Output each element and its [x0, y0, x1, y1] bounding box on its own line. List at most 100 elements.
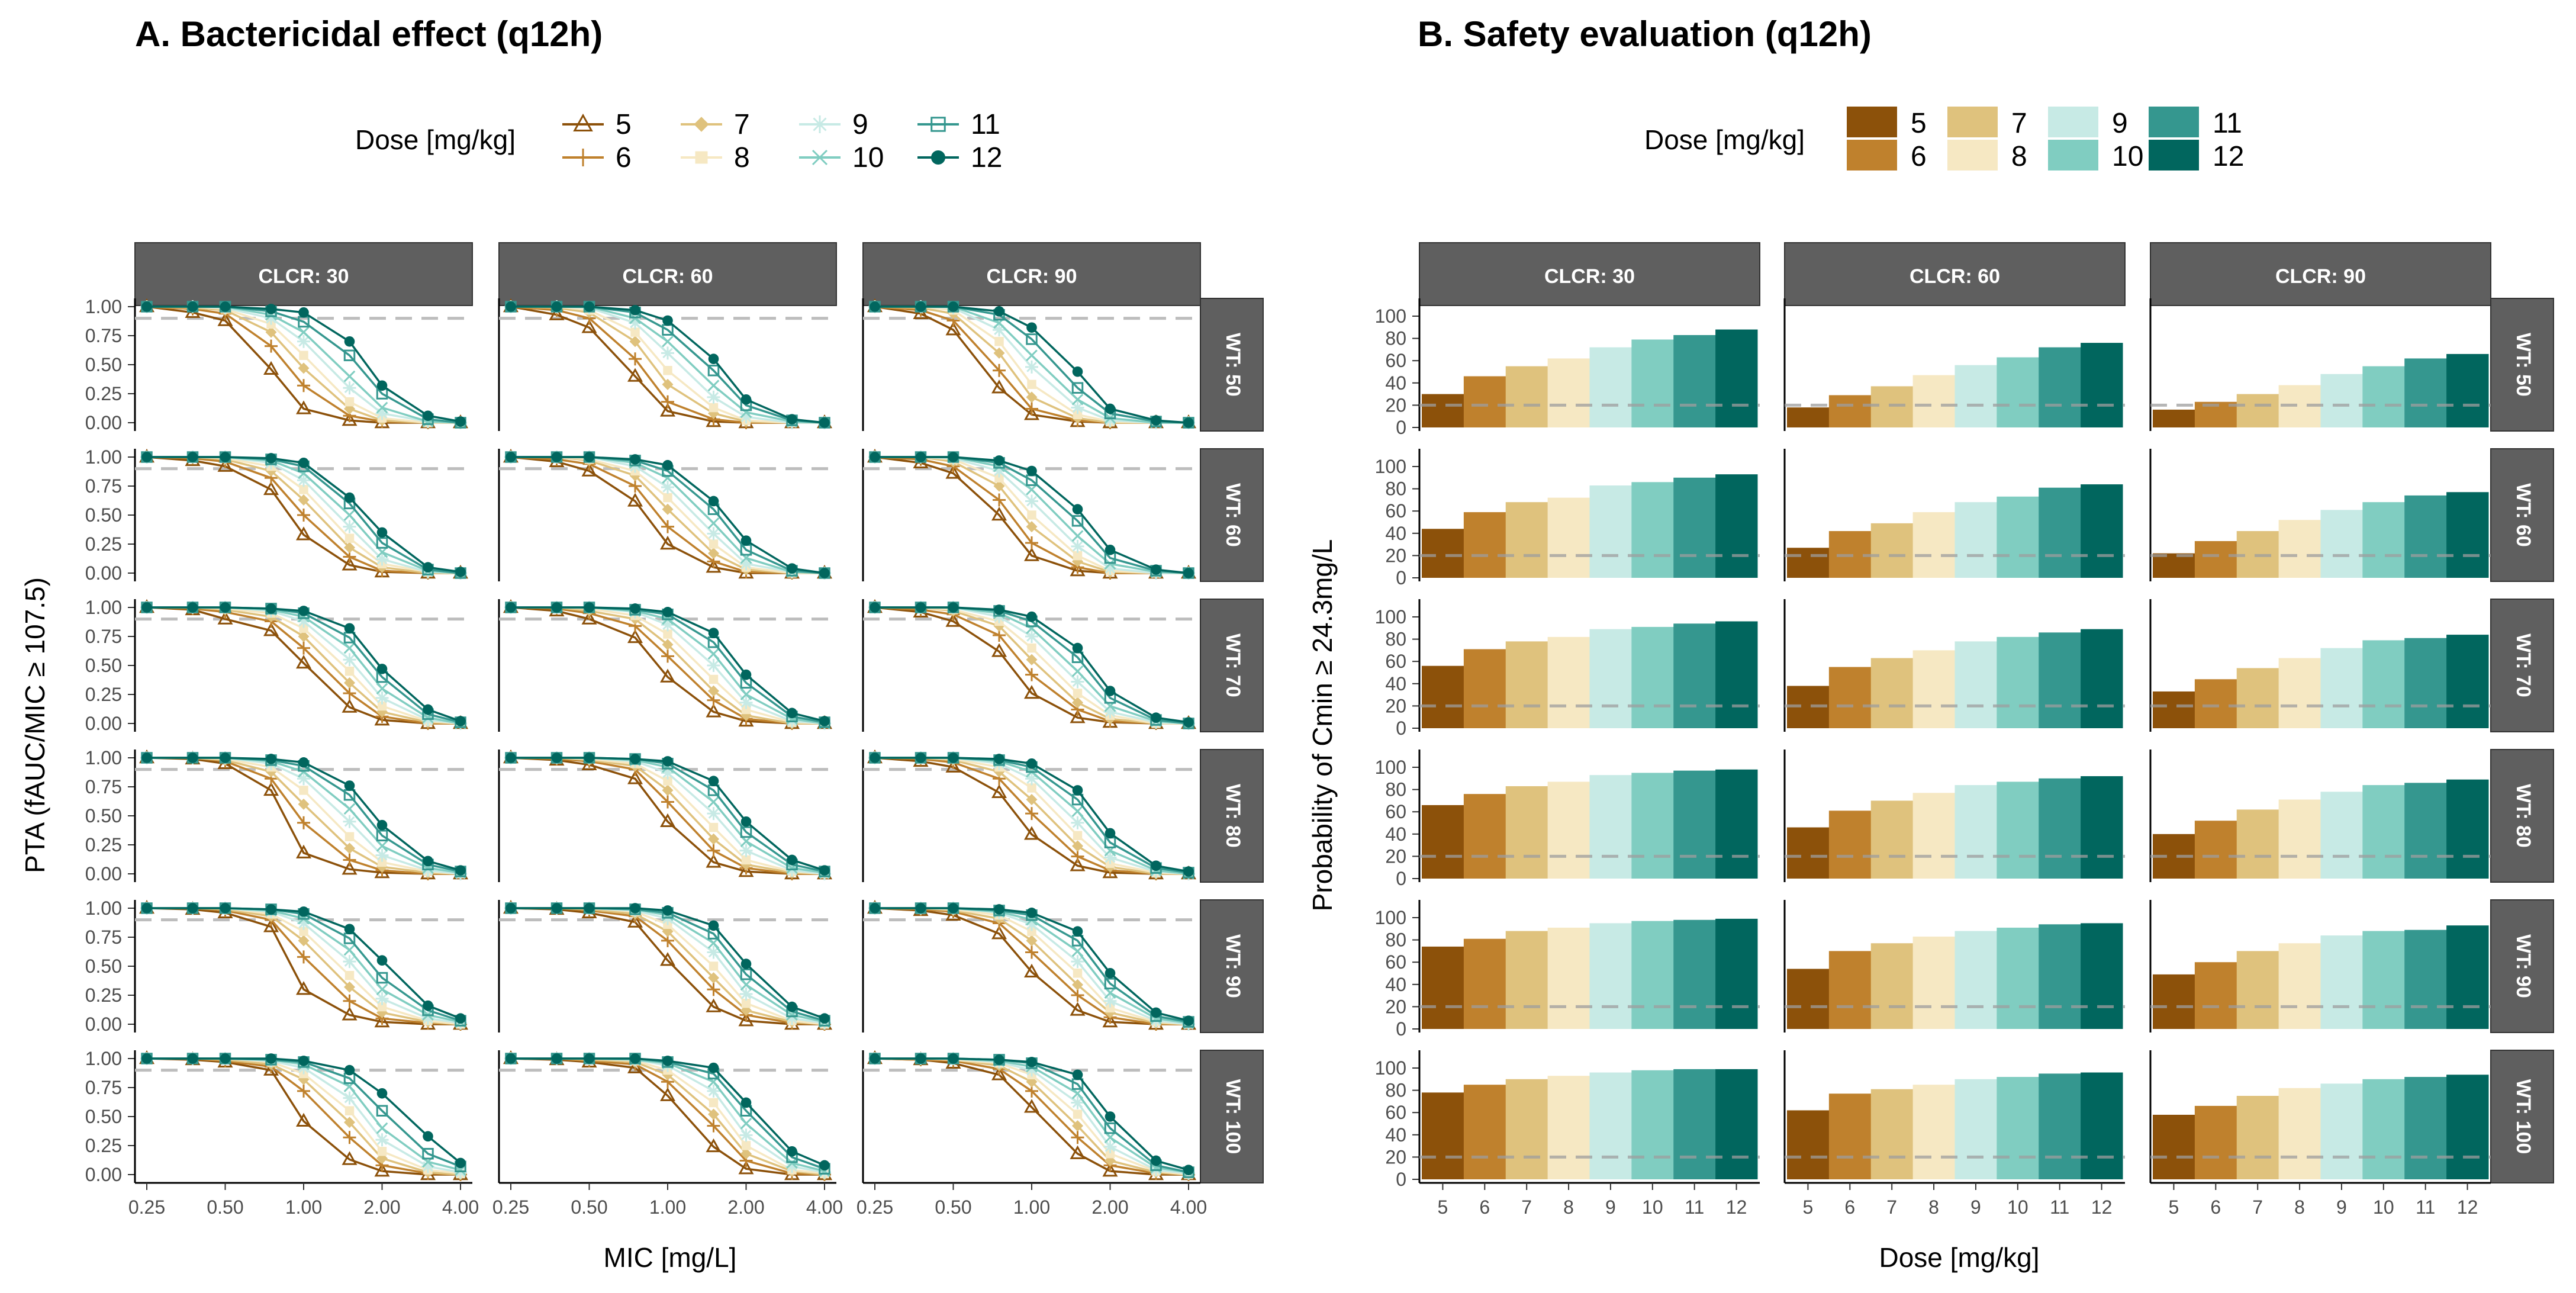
a-y-tick-label: 0.75 [85, 626, 122, 647]
b-bar [1589, 775, 1632, 879]
b-bar [1715, 474, 1758, 578]
a-panel [134, 749, 472, 882]
facet-strip-row [1200, 298, 1264, 432]
a-data-point [630, 305, 640, 316]
a-data-point [1025, 494, 1038, 508]
a-data-point [344, 981, 356, 993]
a-y-tick-label: 1.00 [85, 898, 122, 919]
legend-b-swatch [1947, 107, 1998, 137]
a-data-point [455, 1013, 466, 1024]
a-data-point [661, 346, 674, 360]
a-data-point [295, 844, 312, 858]
b-y-tick-label: 100 [1375, 606, 1406, 628]
a-data-point [374, 712, 390, 726]
b-bar [1463, 376, 1506, 427]
a-data-point [1071, 539, 1084, 553]
panel-b-legend-title: Dose [mg/kg] [1644, 124, 1805, 155]
b-y-tick-label: 40 [1385, 1124, 1406, 1146]
a-data-point [581, 756, 597, 770]
a-data-point [423, 704, 433, 715]
b-bar [1715, 918, 1758, 1029]
a-data-point [376, 380, 388, 391]
b-bar [2446, 1075, 2489, 1179]
a-data-point [298, 606, 309, 616]
b-y-tick-label: 0 [1396, 718, 1406, 739]
legend-a-label: 11 [971, 109, 1000, 140]
a-x-tick-label: 1.00 [1013, 1196, 1050, 1218]
b-bar [2236, 1096, 2279, 1179]
a-data-point [376, 546, 388, 558]
a-data-point [1026, 908, 1037, 918]
b-y-tick-label: 0 [1396, 1018, 1406, 1040]
b-bar [1673, 623, 1716, 728]
panel-a-title: A. Bactericidal effect (q12h) [135, 14, 603, 54]
a-data-point [217, 312, 233, 326]
a-data-point [1151, 712, 1161, 723]
a-data-point [141, 452, 152, 462]
a-data-point [1025, 1063, 1038, 1077]
a-data-point [787, 707, 797, 719]
a-data-point [663, 776, 672, 786]
panel-b-y-axis-label: Probability of Cmin ≥ 24.3mg/L [1307, 539, 1338, 912]
a-data-point [1071, 1096, 1084, 1109]
a-data-point [299, 623, 308, 633]
a-data-point [991, 643, 1007, 657]
a-data-point [663, 493, 672, 503]
a-data-point [740, 968, 752, 980]
a-panel [862, 899, 1200, 1033]
a-data-point [299, 786, 308, 795]
a-data-point [297, 916, 310, 930]
a-data-point [706, 854, 722, 868]
a-data-point [343, 370, 356, 382]
legend-b-label: 8 [2011, 141, 2027, 172]
b-y-tick-label: 20 [1385, 996, 1406, 1017]
a-data-point [1105, 686, 1116, 696]
a-data-point [343, 349, 356, 362]
a-data-point [740, 979, 752, 991]
b-bar [1997, 636, 2039, 728]
a-data-point [343, 955, 356, 969]
a-data-point [1071, 805, 1084, 818]
a-data-point [1105, 967, 1116, 979]
b-bar [1870, 800, 1914, 879]
b-bar [1422, 529, 1464, 578]
b-y-tick-label: 20 [1385, 545, 1406, 566]
a-data-point [1071, 393, 1084, 406]
a-data-point [662, 607, 673, 617]
b-bar [1870, 1089, 1914, 1179]
a-data-point [423, 1131, 433, 1142]
a-data-point [819, 1160, 830, 1171]
a-data-point [706, 1138, 722, 1153]
a-data-point [994, 754, 1004, 764]
legend-a-item: 7 [681, 109, 750, 140]
b-y-tick-label: 60 [1385, 1102, 1406, 1123]
b-bar [1505, 502, 1548, 578]
b-x-tick-label: 12 [1726, 1196, 1747, 1218]
a-x-tick-label: 4.00 [1170, 1196, 1207, 1218]
a-panel [862, 448, 1200, 581]
a-data-point [945, 758, 961, 773]
a-data-point [1025, 630, 1038, 643]
a-y-tick-label: 0.00 [85, 412, 122, 433]
legend-b-label: 5 [1911, 108, 1927, 139]
b-x-tick-label: 6 [1844, 1196, 1855, 1218]
b-bar [1787, 969, 1830, 1029]
a-panel [498, 599, 836, 732]
b-panel: 5 6 7 8 9 10 11 12 [1783, 1050, 2125, 1218]
a-data-point [551, 1053, 562, 1064]
b-bar [1631, 921, 1674, 1029]
a-data-point [298, 906, 309, 917]
legend-b-swatch [2149, 107, 2199, 137]
a-y-tick-label: 0.75 [85, 1077, 122, 1098]
a-panel [498, 298, 836, 431]
a-data-point [342, 1006, 358, 1021]
b-x-tick-label: 6 [2210, 1196, 2221, 1218]
a-data-point [220, 452, 231, 462]
legend-b-swatch [2048, 107, 2098, 137]
b-bar [2362, 1079, 2405, 1179]
b-bar [1912, 650, 1955, 728]
facet-strip-row [2490, 749, 2554, 883]
a-data-point [344, 1106, 355, 1115]
a-data-point [662, 459, 673, 471]
